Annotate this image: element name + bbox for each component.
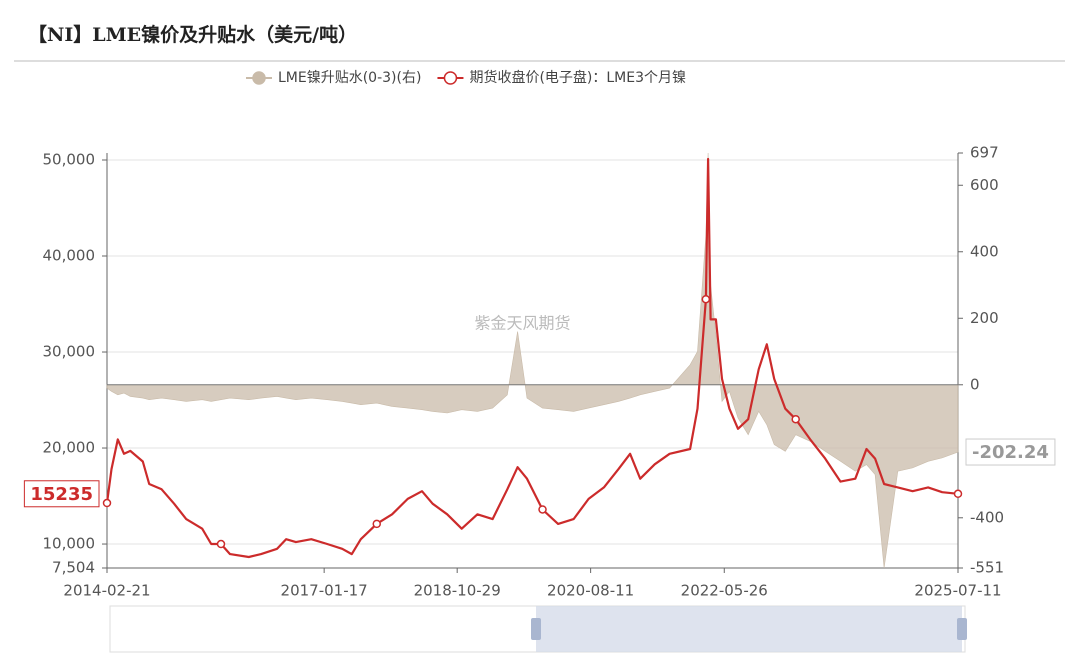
price-point	[701, 294, 711, 304]
axis-value-text: 15235	[30, 484, 93, 505]
x-tick-label: 2020-08-11	[547, 582, 634, 600]
zoom-handle[interactable]	[531, 618, 541, 640]
price-line	[105, 157, 959, 559]
price-point	[791, 414, 800, 424]
legend-marker	[252, 71, 266, 85]
y2-tick-label: 600	[970, 176, 999, 194]
y2-tick-label: 0	[970, 375, 980, 393]
x-tick-label: 2025-07-11	[914, 582, 1001, 600]
price-point	[953, 489, 963, 499]
y2-tick-label: 200	[970, 309, 999, 327]
price-point	[102, 498, 112, 508]
y-tick-label: 7,504	[52, 559, 95, 577]
axis-value-label: 15235	[23, 480, 100, 508]
zoom-range[interactable]	[536, 606, 962, 652]
y-tick-label: 50,000	[43, 150, 96, 168]
price-point	[216, 539, 226, 549]
axis-value-box	[23, 480, 100, 508]
y2-tick-label: 400	[970, 242, 999, 260]
y-tick-label: 10,000	[43, 535, 96, 553]
x-tick-label: 2017-01-17	[281, 582, 368, 600]
watermark: 紫金天风期货	[474, 314, 570, 333]
chart-title: 【NI】LME镍价及升贴水（美元/吨）	[28, 23, 357, 46]
y-tick-label: 30,000	[43, 343, 96, 361]
x-tick-label: 2022-05-26	[681, 582, 768, 600]
x-tick-label: 2014-02-21	[63, 582, 150, 600]
legend-marker	[443, 71, 458, 85]
y-tick-label: 40,000	[43, 247, 96, 265]
axis-value-text: -202.24	[972, 442, 1049, 463]
price-point	[538, 505, 547, 514]
spread-area	[106, 152, 959, 569]
y-tick-label: 20,000	[43, 439, 96, 457]
zoom-handle[interactable]	[957, 618, 967, 640]
axis-value-box	[965, 438, 1056, 466]
x-tick-label: 2018-10-29	[414, 582, 501, 600]
legend-label: 期货收盘价(电子盘)：LME3个月镍	[469, 69, 686, 86]
axis-value-label: -202.24	[965, 438, 1056, 466]
legend-label: LME镍升贴水(0-3)(右)	[278, 70, 421, 86]
y2-tick-label: -400	[970, 508, 1004, 526]
y2-tick-label: -551	[970, 559, 1004, 577]
price-point	[372, 519, 381, 529]
y2-tick-label: 697	[970, 144, 999, 162]
